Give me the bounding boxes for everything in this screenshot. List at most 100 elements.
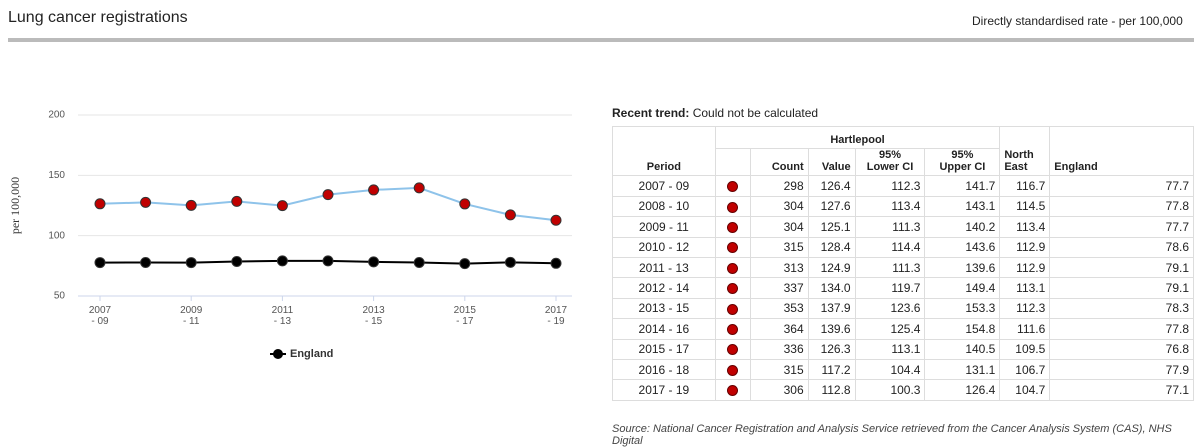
y-axis-label: per 100,000 bbox=[8, 177, 22, 234]
table-cell: 112.8 bbox=[807, 379, 856, 401]
table-cell: 123.6 bbox=[854, 297, 926, 320]
table-cell: 139.6 bbox=[924, 256, 1001, 279]
y-tick-label: 200 bbox=[48, 110, 65, 121]
data-point bbox=[276, 255, 288, 267]
marker-cell bbox=[714, 195, 751, 218]
table-cell: 364 bbox=[749, 318, 809, 340]
table-cell: 109.5 bbox=[999, 338, 1051, 360]
data-point bbox=[322, 255, 334, 267]
header-rule bbox=[8, 38, 1194, 42]
data-point bbox=[504, 256, 516, 268]
marker-cell bbox=[714, 358, 751, 381]
legend-marker bbox=[273, 349, 283, 359]
marker-icon bbox=[727, 242, 739, 254]
table-cell: 140.5 bbox=[924, 338, 1001, 360]
table-cell: 304 bbox=[749, 195, 809, 218]
column-header-text: 95% Upper CI bbox=[939, 149, 986, 174]
table-cell: 2009 - 11 bbox=[612, 216, 716, 238]
table-cell: 112.9 bbox=[999, 256, 1051, 279]
table-cell: 140.2 bbox=[924, 216, 1001, 238]
data-point bbox=[94, 198, 106, 210]
table-cell: 77.8 bbox=[1049, 318, 1194, 340]
marker-icon bbox=[727, 385, 739, 397]
table-cell: 315 bbox=[749, 236, 809, 258]
marker-icon bbox=[727, 283, 739, 295]
table-cell: 124.9 bbox=[807, 256, 856, 279]
table-cell: 304 bbox=[749, 216, 809, 238]
table-cell: 78.3 bbox=[1049, 297, 1194, 320]
table-cell: 111.3 bbox=[854, 256, 926, 279]
table-cell: 126.3 bbox=[807, 338, 856, 360]
table-cell: 315 bbox=[749, 358, 809, 381]
column-header: England bbox=[1049, 125, 1194, 177]
table-row: 2017 - 19 306 112.8 100.3 126.4 104.7 77.1 bbox=[612, 379, 1194, 401]
table-cell: 2007 - 09 bbox=[612, 175, 716, 197]
table-cell: 306 bbox=[749, 379, 809, 401]
table-row: 2016 - 18 315 117.2 104.4 131.1 106.7 77.9 bbox=[612, 358, 1194, 381]
x-tick-label: 2013- 15 bbox=[362, 305, 385, 327]
table-cell: 141.7 bbox=[924, 175, 1001, 197]
marker-cell bbox=[714, 379, 751, 401]
source-note: Source: National Cancer Registration and… bbox=[612, 423, 1172, 447]
data-point bbox=[185, 199, 197, 211]
data-point bbox=[140, 196, 152, 208]
table-cell: 353 bbox=[749, 297, 809, 320]
table-row: 2008 - 10 304 127.6 113.4 143.1 114.5 77.8 bbox=[612, 195, 1194, 218]
table-cell: 337 bbox=[749, 277, 809, 299]
table-cell: 143.6 bbox=[924, 236, 1001, 258]
data-point bbox=[459, 198, 471, 210]
table-cell: 298 bbox=[749, 175, 809, 197]
table-cell: 117.2 bbox=[807, 358, 856, 381]
table-cell: 77.9 bbox=[1049, 358, 1194, 381]
table-cell: 2010 - 12 bbox=[612, 236, 716, 258]
marker-icon bbox=[727, 323, 739, 335]
marker-cell bbox=[714, 175, 751, 197]
group-header: Hartlepool bbox=[714, 125, 1001, 150]
x-tick-label: 2009- 11 bbox=[180, 305, 203, 327]
table-cell: 77.7 bbox=[1049, 216, 1194, 238]
table-cell: 112.3 bbox=[999, 297, 1051, 320]
table-cell: 2008 - 10 bbox=[612, 195, 716, 218]
page-subtitle: Directly standardised rate - per 100,000 bbox=[972, 14, 1183, 28]
data-point bbox=[368, 256, 380, 268]
table-cell: 139.6 bbox=[807, 318, 856, 340]
marker-header bbox=[714, 148, 751, 177]
table-cell: 77.7 bbox=[1049, 175, 1194, 197]
table-cell: 2016 - 18 bbox=[612, 358, 716, 381]
marker-cell bbox=[714, 216, 751, 238]
marker-icon bbox=[727, 181, 739, 193]
table-cell: 154.8 bbox=[924, 318, 1001, 340]
marker-icon bbox=[727, 364, 739, 376]
legend-label: England bbox=[290, 348, 333, 360]
table-cell: 313 bbox=[749, 256, 809, 279]
table-cell: 137.9 bbox=[807, 297, 856, 320]
table-cell: 106.7 bbox=[999, 358, 1051, 381]
data-point bbox=[94, 257, 106, 269]
trend-label: Recent trend: bbox=[612, 106, 690, 120]
marker-cell bbox=[714, 277, 751, 299]
table-cell: 112.9 bbox=[999, 236, 1051, 258]
page-title: Lung cancer registrations bbox=[8, 9, 188, 26]
marker-cell bbox=[714, 318, 751, 340]
marker-icon bbox=[727, 201, 739, 213]
marker-icon bbox=[727, 262, 739, 274]
marker-cell bbox=[714, 338, 751, 360]
y-tick-label: 100 bbox=[48, 230, 65, 241]
table-cell: 77.1 bbox=[1049, 379, 1194, 401]
x-tick-label: 2015- 17 bbox=[454, 305, 477, 327]
table-cell: 79.1 bbox=[1049, 277, 1194, 299]
table-row: 2009 - 11 304 125.1 111.3 140.2 113.4 77.7 bbox=[612, 216, 1194, 238]
table-row: 2007 - 09 298 126.4 112.3 141.7 116.7 77.7 bbox=[612, 175, 1194, 197]
table-cell: 112.3 bbox=[854, 175, 926, 197]
marker-cell bbox=[714, 236, 751, 258]
trend: Recent trend: Could not be calculated bbox=[612, 106, 818, 120]
table-row: 2015 - 17 336 126.3 113.1 140.5 109.5 76.8 bbox=[612, 338, 1194, 360]
column-header: Value bbox=[807, 148, 856, 177]
table-cell: 2011 - 13 bbox=[612, 256, 716, 279]
table-cell: 125.4 bbox=[854, 318, 926, 340]
table-cell: 134.0 bbox=[807, 277, 856, 299]
table-cell: 131.1 bbox=[924, 358, 1001, 381]
y-tick-label: 150 bbox=[48, 170, 65, 181]
data-point bbox=[413, 256, 425, 268]
